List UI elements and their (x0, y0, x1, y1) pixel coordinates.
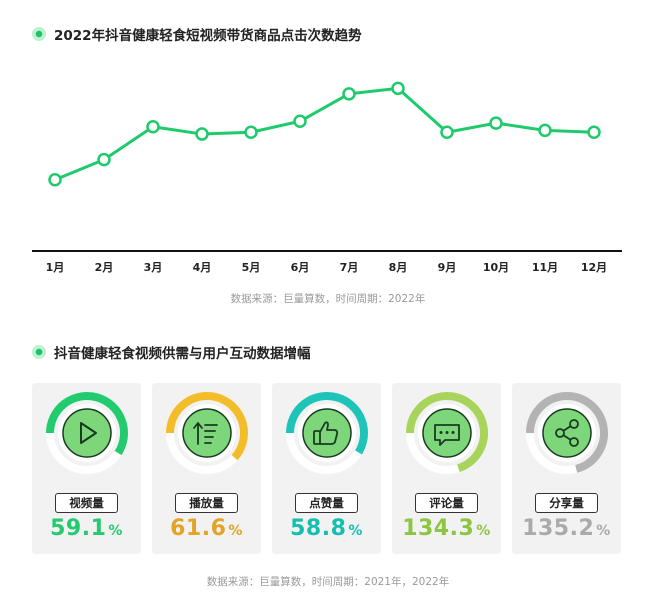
section2-title-row: 抖音健康轻食视频供需与用户互动数据增幅 (32, 342, 311, 362)
x-tick-label: 12月 (581, 261, 607, 274)
section2-source-note: 数据来源：巨量算数，时间周期：2021年，2022年 (206, 576, 450, 588)
gauge-arc (526, 392, 608, 473)
comment-icon (434, 424, 460, 446)
x-tick-label: 7月 (340, 261, 359, 274)
gauge-arc (406, 392, 488, 472)
metric-unit: % (228, 523, 243, 539)
bullet-dot-icon (32, 345, 46, 359)
metric-number: 59.1 (50, 516, 107, 541)
metric-label: 视频量 (55, 493, 118, 513)
chart-source-note: 数据来源：巨量算数，时间周期：2022年 (230, 293, 426, 305)
gauge-arc (286, 392, 368, 455)
metric-value: 135.2% (512, 516, 621, 541)
x-tick-label: 2月 (95, 261, 114, 274)
metric-card: 点赞量 58.8% (272, 383, 381, 554)
metric-card: 评论量 134.3% (392, 383, 501, 554)
metric-gauge (406, 392, 488, 474)
data-point (587, 125, 601, 139)
metric-value: 59.1% (32, 516, 141, 541)
metric-value: 58.8% (272, 516, 381, 541)
data-point (146, 119, 160, 134)
metric-number: 58.8 (290, 516, 347, 541)
gauge-arc (166, 392, 248, 461)
metric-card: 播放量 61.6% (152, 383, 261, 554)
metric-gauge (166, 392, 248, 474)
share-icon-badge (542, 408, 592, 458)
section2-title: 抖音健康轻食视频供需与用户互动数据增幅 (54, 346, 311, 362)
data-point (342, 87, 356, 101)
x-tick-label: 1月 (46, 261, 65, 274)
sort-list-icon (193, 422, 218, 445)
metric-unit: % (348, 523, 363, 539)
metric-value: 61.6% (152, 516, 261, 541)
metric-label: 点赞量 (295, 493, 358, 513)
play-icon-badge (62, 408, 112, 458)
click-trend-line-chart: 1月 2月 3月 4月 5月 6月 7月 8月 9月 10月 11月 12月 (32, 81, 622, 274)
data-point (97, 152, 111, 167)
x-tick-label: 4月 (193, 261, 212, 274)
metric-card: 分享量 135.2% (512, 383, 621, 554)
data-point (538, 123, 552, 138)
x-tick-label: 11月 (532, 261, 558, 274)
metric-card: 视频量 59.1% (32, 383, 141, 554)
thumbs-up-icon-badge (302, 408, 352, 458)
metric-value: 134.3% (392, 516, 501, 541)
data-point (244, 125, 258, 139)
chart-title-row: 2022年抖音健康轻食短视频带货商品点击次数趋势 (32, 24, 362, 44)
sort-list-icon-badge (182, 408, 232, 458)
data-point (293, 114, 307, 129)
data-point (391, 81, 405, 96)
x-tick-label: 5月 (242, 261, 261, 274)
play-icon (80, 422, 97, 444)
x-tick-label: 8月 (389, 261, 408, 274)
metric-label: 播放量 (175, 493, 238, 513)
metric-unit: % (596, 523, 611, 539)
x-tick-label: 9月 (438, 261, 457, 274)
thumbs-up-icon (313, 421, 339, 445)
metric-number: 61.6 (170, 516, 227, 541)
metric-number: 135.2 (522, 516, 595, 541)
x-tick-label: 3月 (144, 261, 163, 274)
metric-unit: % (108, 523, 123, 539)
metric-gauge (526, 392, 608, 474)
bullet-dot-icon (32, 27, 46, 41)
metric-gauge (286, 392, 368, 474)
metric-gauge (46, 392, 128, 474)
metric-label: 分享量 (535, 493, 598, 513)
share-icon (555, 419, 579, 447)
x-tick-label: 10月 (483, 261, 509, 274)
x-tick-label: 6月 (291, 261, 310, 274)
data-point (440, 125, 454, 139)
data-point (195, 127, 209, 141)
chart-title: 2022年抖音健康轻食短视频带货商品点击次数趋势 (54, 28, 362, 44)
metric-number: 134.3 (402, 516, 475, 541)
series-line (54, 86, 595, 182)
gauge-arc (46, 392, 128, 456)
metric-unit: % (476, 523, 491, 539)
metric-label: 评论量 (415, 493, 478, 513)
data-point (48, 172, 62, 187)
data-point (489, 116, 503, 130)
